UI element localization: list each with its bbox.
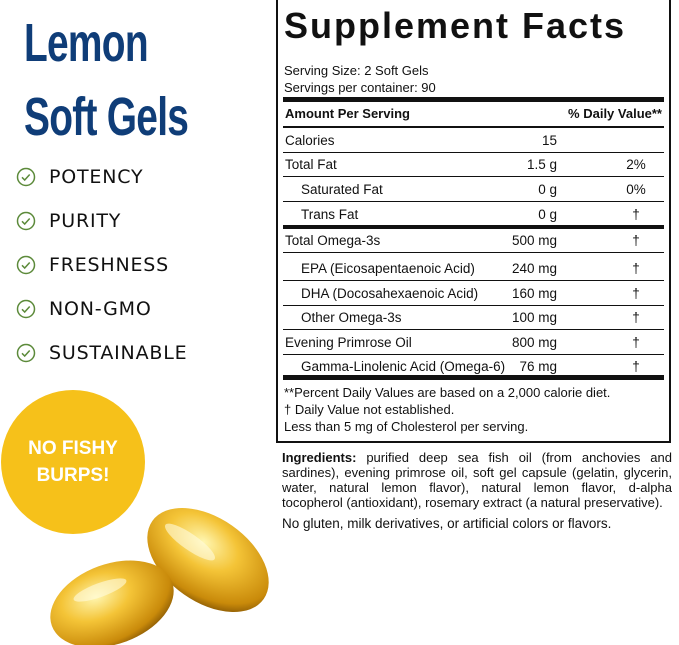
badge-line1: NO FISHY	[28, 438, 118, 459]
feature-potency: POTENCY	[16, 165, 143, 189]
facts-row: Other Omega-3s 100 mg †	[283, 305, 664, 330]
product-title-line2: Soft Gels	[24, 87, 189, 147]
nutrient-amount: 0 g	[538, 182, 557, 197]
facts-row: EPA (Eicosapentaenoic Acid) 240 mg †	[283, 256, 664, 281]
nutrient-name: Saturated Fat	[301, 182, 383, 197]
nutrient-name: Calories	[285, 133, 335, 148]
check-circle-icon	[16, 255, 36, 275]
facts-row: Total Omega-3s 500 mg †	[283, 228, 664, 253]
free-from-statement: No gluten, milk derivatives, or artifici…	[282, 516, 612, 531]
servings-per-container: Servings per container: 90	[284, 80, 436, 95]
facts-row: Trans Fat 0 g †	[283, 202, 664, 226]
feature-purity: PURITY	[16, 209, 121, 233]
nutrient-amount: 160 mg	[511, 286, 557, 301]
nutrient-amount: 500 mg	[511, 233, 557, 248]
facts-row: Calories 15	[283, 128, 664, 153]
divider	[283, 126, 664, 128]
nutrient-amount: 1.5 g	[526, 157, 557, 172]
facts-title: Supplement Facts	[284, 5, 627, 46]
nutrient-daily-value: †	[632, 359, 640, 374]
softgel-highlight	[73, 578, 127, 602]
feature-sustainable: SUSTAINABLE	[16, 341, 187, 365]
nutrient-name: Other Omega-3s	[301, 310, 402, 325]
facts-row: Gamma-Linolenic Acid (Omega-6) 76 mg †	[283, 354, 664, 378]
nutrient-daily-value: †	[632, 310, 640, 325]
softgel-highlight	[165, 523, 215, 561]
check-circle-icon	[16, 211, 36, 231]
nutrient-amount: 240 mg	[511, 261, 557, 276]
facts-row: Saturated Fat 0 g 0%	[283, 177, 664, 202]
supplement-facts-panel: Supplement Facts Serving Size: 2 Soft Ge…	[276, 0, 671, 443]
nutrient-daily-value: 2%	[626, 157, 646, 172]
feature-freshness: FRESHNESS	[16, 253, 169, 277]
feature-label: PURITY	[49, 210, 122, 232]
footnote: Less than 5 mg of Cholesterol per servin…	[284, 419, 529, 434]
nutrient-amount: 76 mg	[519, 359, 557, 374]
nutrient-amount: 800 mg	[511, 335, 557, 350]
nutrient-daily-value: †	[632, 286, 640, 301]
product-title-line1: Lemon	[24, 13, 149, 73]
nutrient-amount: 15	[541, 133, 557, 148]
no-fishy-burps-badge: NO FISHY BURPS!	[1, 390, 145, 534]
nutrient-daily-value: †	[632, 335, 640, 350]
header-daily-value: % Daily Value**	[568, 106, 662, 121]
nutrient-name: Trans Fat	[301, 207, 359, 222]
check-circle-icon	[16, 299, 36, 319]
ingredients-label: Ingredients:	[282, 450, 357, 465]
feature-label: NON-GMO	[49, 298, 152, 320]
nutrient-daily-value: †	[632, 233, 640, 248]
nutrient-amount: 0 g	[538, 207, 557, 222]
divider	[283, 97, 664, 102]
nutrient-name: EPA (Eicosapentaenoic Acid)	[301, 261, 475, 276]
nutrient-name: Gamma-Linolenic Acid (Omega-6)	[301, 359, 506, 374]
facts-header: Amount Per Serving % Daily Value**	[285, 106, 662, 121]
badge-line2: BURPS!	[36, 465, 110, 486]
nutrient-name: Total Omega-3s	[285, 233, 381, 248]
serving-size: Serving Size: 2 Soft Gels	[284, 63, 429, 78]
nutrient-name: Evening Primrose Oil	[285, 335, 412, 350]
divider	[283, 225, 664, 229]
check-circle-icon	[16, 343, 36, 363]
ingredients-section: Ingredients: purified deep sea fish oil …	[282, 450, 672, 531]
feature-non-gmo: NON-GMO	[16, 297, 152, 321]
nutrient-daily-value: †	[632, 261, 640, 276]
facts-row: Evening Primrose Oil 800 mg †	[283, 330, 664, 355]
nutrient-daily-value: 0%	[626, 182, 646, 197]
feature-label: SUSTAINABLE	[49, 342, 188, 364]
nutrient-name: DHA (Docosahexaenoic Acid)	[301, 286, 479, 301]
feature-label: FRESHNESS	[49, 254, 170, 276]
facts-row: DHA (Docosahexaenoic Acid) 160 mg †	[283, 281, 664, 306]
footnote: **Percent Daily Values are based on a 2,…	[284, 385, 611, 400]
facts-row: Total Fat 1.5 g 2%	[283, 152, 664, 177]
softgel-capsules-image	[50, 507, 269, 645]
ingredients: Ingredients: purified deep sea fish oil …	[282, 450, 672, 510]
divider	[283, 375, 664, 380]
ingredients-text: purified deep sea fish oil (from anchovi…	[282, 450, 672, 510]
nutrient-daily-value: †	[632, 207, 640, 222]
header-amount: Amount Per Serving	[285, 106, 410, 121]
nutrient-amount: 100 mg	[511, 310, 557, 325]
nutrient-name: Total Fat	[285, 157, 337, 172]
check-circle-icon	[16, 167, 36, 187]
softgel-icon	[50, 560, 174, 645]
feature-label: POTENCY	[49, 166, 144, 188]
footnote: † Daily Value not established.	[284, 402, 455, 417]
